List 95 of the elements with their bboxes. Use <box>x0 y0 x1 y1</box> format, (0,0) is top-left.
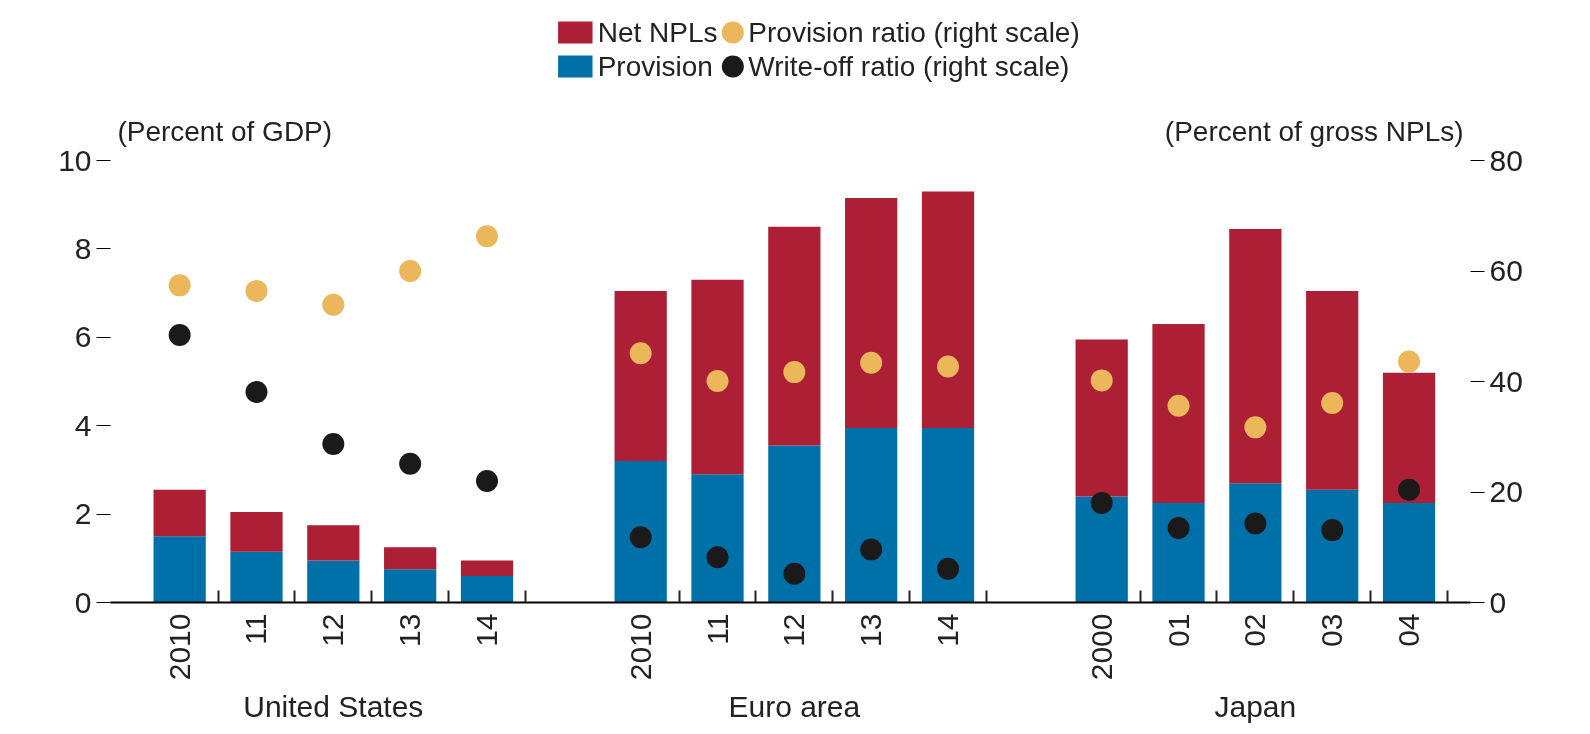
bar <box>1152 503 1205 603</box>
point <box>860 351 883 374</box>
point <box>937 355 960 378</box>
bar <box>1306 290 1359 490</box>
y-tick-label: 0 <box>74 585 92 619</box>
point <box>168 274 191 297</box>
bar <box>1229 229 1282 484</box>
legend-label: Net NPLs <box>597 17 718 48</box>
point <box>1321 519 1344 542</box>
text: Euro area <box>728 689 861 723</box>
x-tick-label: 14 <box>931 613 965 647</box>
point <box>476 469 498 492</box>
x-tick-label: 03 <box>1315 613 1349 647</box>
point <box>399 452 422 475</box>
point <box>1321 392 1344 415</box>
point <box>1244 416 1267 439</box>
bar <box>1382 372 1436 504</box>
point <box>783 361 806 384</box>
x-tick-label: 2010 <box>623 613 657 681</box>
y-tick-label: 2 <box>74 497 92 531</box>
point <box>1398 478 1421 501</box>
bar <box>384 569 437 603</box>
x-tick-label: 11 <box>700 613 734 645</box>
point <box>706 369 729 392</box>
y2-tick-label: 0 <box>1489 585 1507 619</box>
point <box>322 293 345 316</box>
point <box>245 279 268 302</box>
text: Japan <box>1214 689 1297 723</box>
point <box>399 260 422 282</box>
point <box>706 546 729 569</box>
point <box>937 557 960 580</box>
x-tick-label: 2000 <box>1084 613 1118 681</box>
bar <box>1306 489 1359 603</box>
bar <box>1229 483 1282 603</box>
y2-tick-label: 20 <box>1489 475 1523 508</box>
point <box>245 381 268 403</box>
y2-tick-label: 60 <box>1489 254 1523 287</box>
y2-tick-label: 80 <box>1489 143 1523 177</box>
bar <box>921 427 975 603</box>
point <box>1090 492 1113 515</box>
bar <box>230 511 283 552</box>
y2-tick-label: 40 <box>1489 364 1523 398</box>
point <box>1244 512 1267 535</box>
bar <box>691 279 744 475</box>
x-tick-label: 02 <box>1238 613 1272 647</box>
bar <box>153 536 206 603</box>
point <box>783 562 806 585</box>
bar <box>1075 339 1128 497</box>
bar <box>384 547 437 570</box>
bar <box>1152 324 1205 504</box>
legend-label: Write-off ratio (right scale) <box>748 51 1070 82</box>
point <box>1167 516 1190 539</box>
bar <box>614 461 667 603</box>
y-tick-label: 10 <box>58 143 92 177</box>
y-tick-label: 6 <box>74 320 92 354</box>
text: United States <box>243 689 424 723</box>
bar <box>614 290 667 462</box>
bar <box>691 474 744 603</box>
bar <box>845 198 898 428</box>
x-tick-label: 2010 <box>162 613 196 681</box>
x-tick-label: 11 <box>239 613 273 645</box>
x-tick-label: 12 <box>316 613 350 647</box>
y-axis-title: (Percent of GDP) <box>117 115 333 147</box>
bar <box>1382 503 1436 603</box>
y-tick-label: 8 <box>74 231 92 265</box>
point <box>322 432 345 455</box>
bar <box>307 525 360 561</box>
bar <box>460 560 514 576</box>
bar <box>768 445 821 603</box>
x-tick-label: 13 <box>854 613 888 647</box>
bar <box>230 551 283 603</box>
point <box>1167 394 1190 417</box>
bar <box>845 427 898 603</box>
legend-label: Provision <box>597 51 713 82</box>
y2-axis-title: (Percent of gross NPLs) <box>1164 115 1464 147</box>
point <box>629 342 652 365</box>
point <box>860 538 883 561</box>
legend-label: Provision ratio (right scale) <box>748 17 1080 48</box>
x-tick-label: 12 <box>777 613 811 647</box>
point <box>168 324 191 347</box>
point <box>1398 350 1421 373</box>
x-tick-label: 01 <box>1161 613 1195 647</box>
bar <box>1075 496 1128 603</box>
y-tick-label: 4 <box>74 408 92 442</box>
bar <box>307 560 360 603</box>
bar <box>153 489 206 537</box>
point <box>476 225 498 248</box>
x-tick-label: 04 <box>1392 613 1426 647</box>
x-tick-label: 14 <box>470 613 503 647</box>
bar <box>921 191 975 428</box>
bar <box>768 226 821 446</box>
bar <box>460 575 514 603</box>
x-tick-label: 13 <box>393 613 427 647</box>
point <box>629 526 652 549</box>
point <box>1090 369 1113 392</box>
